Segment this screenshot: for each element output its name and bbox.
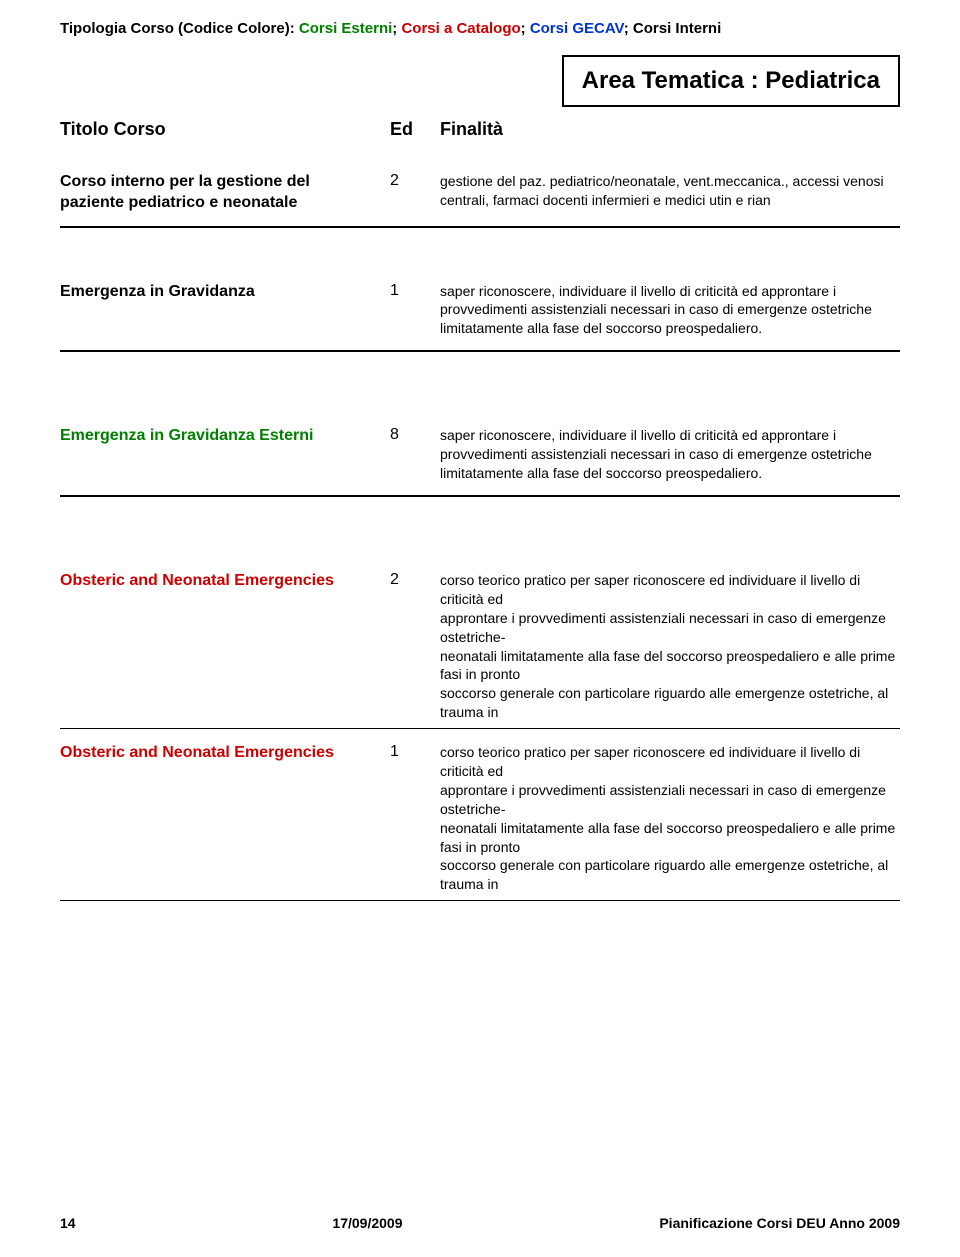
- course-row: Corso interno per la gestione del pazien…: [60, 168, 900, 220]
- course-row: Emergenza in Gravidanza1saper riconoscer…: [60, 278, 900, 345]
- block-gap: [60, 352, 900, 422]
- header-ed: Ed: [390, 119, 440, 140]
- legend-item: Corsi a Catalogo: [401, 20, 520, 37]
- course-description: corso teorico pratico per saper riconosc…: [440, 743, 900, 894]
- course-title: Emergenza in Gravidanza: [60, 282, 390, 303]
- course-edition: 2: [390, 172, 440, 190]
- course-block: Emergenza in Gravidanza1saper riconoscer…: [60, 278, 900, 345]
- footer-date: 17/09/2009: [332, 1215, 402, 1231]
- course-title: Obsteric and Neonatal Emergencies: [60, 743, 390, 764]
- course-title: Emergenza in Gravidanza Esterni: [60, 426, 390, 447]
- course-row: Obsteric and Neonatal Emergencies2corso …: [60, 567, 900, 728]
- course-row: Emergenza in Gravidanza Esterni8saper ri…: [60, 422, 900, 489]
- block-gap: [60, 729, 900, 739]
- course-edition: 8: [390, 426, 440, 444]
- course-block: Emergenza in Gravidanza Esterni8saper ri…: [60, 422, 900, 489]
- area-tematica-box: Area Tematica : Pediatrica: [562, 55, 900, 107]
- area-row: Area Tematica : Pediatrica: [60, 55, 900, 107]
- page-footer: 14 17/09/2009 Pianificazione Corsi DEU A…: [60, 1215, 900, 1231]
- header-titolo: Titolo Corso: [60, 119, 390, 140]
- course-description: gestione del paz. pediatrico/neonatale, …: [440, 172, 900, 210]
- legend-item: Corsi GECAV: [530, 20, 624, 37]
- legend-separator: ;: [624, 20, 633, 37]
- legend-separator: ;: [521, 20, 530, 37]
- footer-doc-title: Pianificazione Corsi DEU Anno 2009: [659, 1215, 900, 1231]
- course-edition: 2: [390, 571, 440, 589]
- header-finalita: Finalità: [440, 119, 900, 140]
- legend: Tipologia Corso (Codice Colore): Corsi E…: [60, 20, 900, 37]
- course-edition: 1: [390, 743, 440, 761]
- course-list: Corso interno per la gestione del pazien…: [60, 168, 900, 901]
- footer-page-number: 14: [60, 1215, 76, 1231]
- table-header: Titolo Corso Ed Finalità: [60, 119, 900, 140]
- course-block: Corso interno per la gestione del pazien…: [60, 168, 900, 220]
- block-gap: [60, 497, 900, 567]
- course-edition: 1: [390, 282, 440, 300]
- course-description: saper riconoscere, individuare il livell…: [440, 282, 900, 339]
- legend-item: Corsi Esterni: [299, 20, 392, 37]
- legend-prefix: Tipologia Corso (Codice Colore):: [60, 20, 299, 37]
- course-description: saper riconoscere, individuare il livell…: [440, 426, 900, 483]
- course-row: Obsteric and Neonatal Emergencies1corso …: [60, 739, 900, 900]
- legend-item: Corsi Interni: [633, 20, 721, 37]
- course-description: corso teorico pratico per saper riconosc…: [440, 571, 900, 722]
- course-block: Obsteric and Neonatal Emergencies1corso …: [60, 739, 900, 901]
- course-block: Obsteric and Neonatal Emergencies2corso …: [60, 567, 900, 729]
- course-title: Obsteric and Neonatal Emergencies: [60, 571, 390, 592]
- page-content: Tipologia Corso (Codice Colore): Corsi E…: [0, 0, 960, 901]
- course-title: Corso interno per la gestione del pazien…: [60, 172, 390, 214]
- block-gap: [60, 228, 900, 278]
